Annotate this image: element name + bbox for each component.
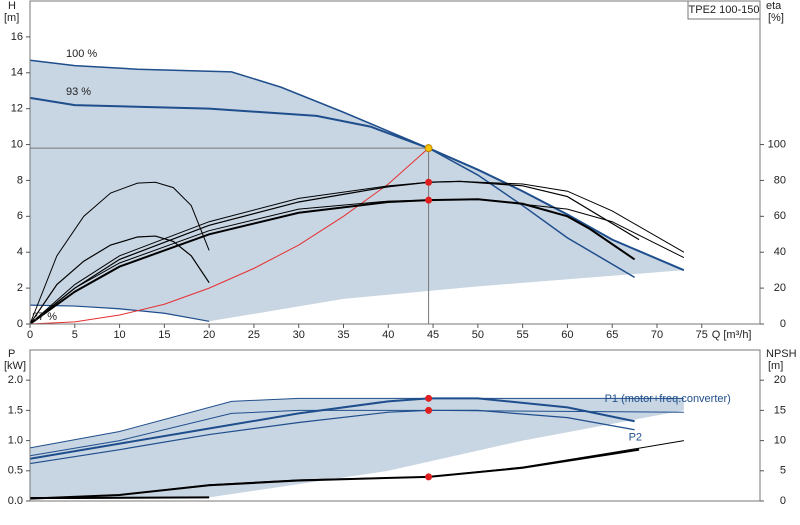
duty-point	[425, 394, 433, 402]
curve-label: 27 %	[32, 311, 57, 323]
y2-tick-label: 100	[768, 138, 786, 150]
y-tick-label: 6	[17, 210, 23, 222]
plot-frame	[29, 0, 761, 325]
y-axis-label: H	[8, 0, 16, 12]
x-tick-label: 70	[651, 329, 663, 341]
curve	[29, 180, 640, 325]
operating-range	[30, 60, 684, 322]
plot-frame	[29, 349, 761, 502]
curve	[29, 409, 684, 457]
curve	[29, 59, 635, 278]
y2-tick-label: 20	[774, 282, 786, 294]
title-box	[687, 0, 761, 20]
duty-point	[425, 196, 433, 204]
x-tick-label: 75	[696, 329, 708, 341]
curve	[29, 181, 210, 325]
y2-tick-label: 15	[774, 404, 786, 416]
curve-label: 100 %	[66, 48, 97, 60]
curve	[29, 409, 635, 465]
x-tick-label: 30	[293, 329, 305, 341]
chart-title: TPE2 100-150	[689, 4, 760, 16]
curve-label: 93 %	[66, 86, 91, 98]
y-tick-label: 14	[11, 67, 23, 79]
y-tick-label: 0	[17, 318, 23, 330]
y2-axis-unit: [%]	[768, 12, 784, 24]
y-tick-label: 10	[11, 138, 23, 150]
curve	[29, 198, 685, 325]
y-tick-label: 2	[17, 282, 23, 294]
x-tick-label: 35	[337, 329, 349, 341]
y-tick-label: 0.0	[8, 495, 23, 507]
y2-tick-label: 60	[774, 210, 786, 222]
curve-label: P2	[629, 432, 642, 444]
x-tick-label: 45	[427, 329, 439, 341]
y-axis-unit: [m]	[4, 12, 19, 24]
y2-tick-label: 80	[774, 174, 786, 186]
y-tick-label: 8	[17, 174, 23, 186]
duty-point	[425, 178, 433, 186]
y2-axis-unit: [m]	[768, 360, 783, 372]
x-tick-label: 65	[606, 329, 618, 341]
curve	[29, 304, 210, 322]
x-tick-label: 20	[203, 329, 215, 341]
y2-tick-label: 40	[774, 246, 786, 258]
y2-axis-label: NPSH	[766, 348, 797, 360]
x-tick-label: 15	[158, 329, 170, 341]
duty-point	[425, 406, 433, 414]
x-tick-label: 5	[72, 329, 78, 341]
y-tick-label: 1.5	[8, 404, 23, 416]
y-axis-label: P	[8, 348, 15, 360]
x-tick-label: 25	[248, 329, 260, 341]
x-tick-label: 55	[517, 329, 529, 341]
curve	[29, 397, 635, 460]
y-tick-label: 16	[11, 31, 23, 43]
y2-tick-label: 0	[780, 318, 786, 330]
x-axis-label: Q [m³/h]	[712, 329, 752, 341]
y2-tick-label: 10	[774, 435, 786, 447]
curve	[29, 147, 429, 325]
x-tick-label: 10	[113, 329, 125, 341]
y-axis-unit: [kW]	[4, 360, 26, 372]
curve	[29, 235, 210, 325]
x-tick-label: 50	[472, 329, 484, 341]
x-tick-label: 0	[27, 329, 33, 341]
y-tick-label: 4	[17, 246, 23, 258]
y2-tick-label: 0	[780, 495, 786, 507]
y-tick-label: 1.0	[8, 435, 23, 447]
y-tick-label: 2.0	[8, 374, 23, 386]
y2-tick-label: 20	[774, 374, 786, 386]
x-tick-label: 60	[561, 329, 573, 341]
y2-tick-label: 5	[780, 465, 786, 477]
curve	[29, 440, 684, 500]
curve-label: P1 (motor+freq.converter)	[605, 393, 731, 405]
x-tick-label: 40	[382, 329, 394, 341]
y2-axis-label: eta	[766, 0, 782, 12]
duty-point	[425, 473, 433, 481]
y-tick-label: 0.5	[8, 465, 23, 477]
y-tick-label: 12	[11, 103, 23, 115]
duty-point	[424, 144, 433, 153]
